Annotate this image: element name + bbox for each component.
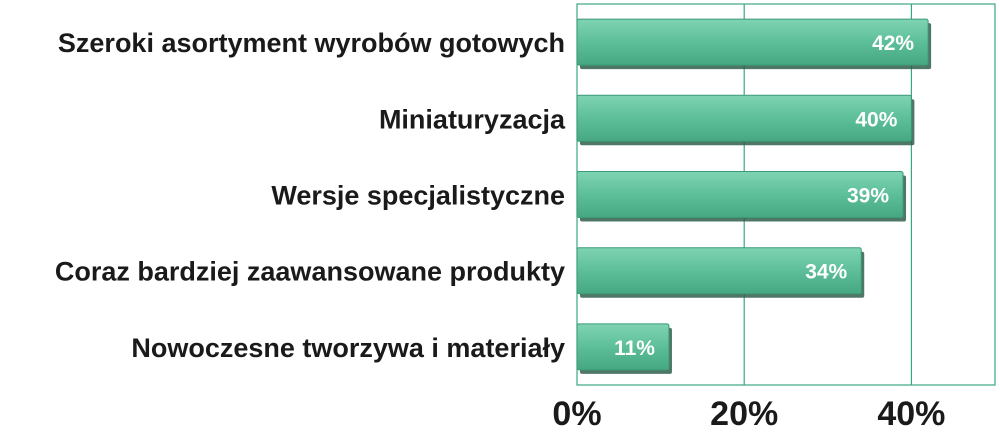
bar <box>576 94 912 142</box>
data-label: 34% <box>805 261 847 284</box>
bar <box>576 247 862 295</box>
data-label: 40% <box>855 108 897 131</box>
data-label: 11% <box>614 337 655 360</box>
category-label: Szeroki asortyment wyrobów gotowych <box>58 28 565 58</box>
x-tick-label: 20% <box>710 395 778 432</box>
bar <box>576 171 904 218</box>
category-label: Nowoczesne tworzywa i materiały <box>131 333 565 363</box>
bar <box>576 18 929 66</box>
category-label: Miniaturyzacja <box>379 104 566 134</box>
bar <box>576 323 670 371</box>
category-label: Coraz bardziej zaawansowane produkty <box>55 257 565 287</box>
bars: 42% 40% 39% 34% 11% <box>576 18 932 374</box>
category-labels: Szeroki asortyment wyrobów gotowych Minia… <box>55 28 566 363</box>
data-label: 39% <box>847 185 889 208</box>
data-label: 42% <box>872 32 914 55</box>
x-tick-labels: 0% 20% 40% <box>552 395 945 432</box>
x-tick-label: 40% <box>877 395 945 432</box>
x-tick-label: 0% <box>552 395 601 432</box>
category-label: Wersje specjalistyczne <box>271 181 565 211</box>
